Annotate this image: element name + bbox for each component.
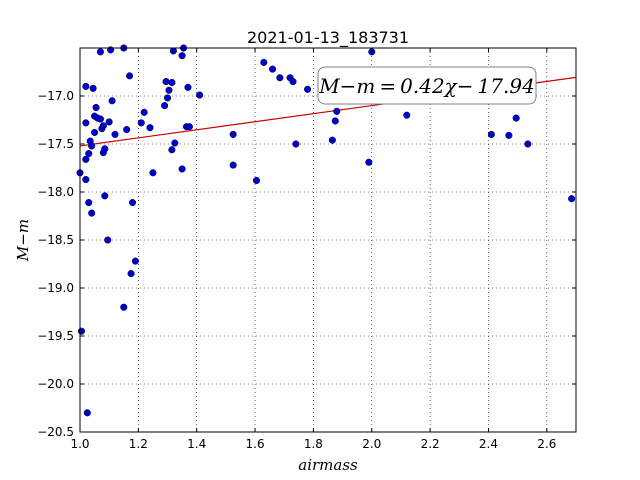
- x-tick-label: 2.4: [479, 437, 498, 451]
- data-point: [178, 52, 186, 60]
- grid: [80, 48, 576, 432]
- data-point: [101, 145, 109, 153]
- y-axis-title: M−m: [14, 219, 32, 262]
- fit-equation-label: M−m = 0.42χ− 17.94: [318, 74, 535, 98]
- data-point: [146, 124, 154, 132]
- data-point: [185, 123, 193, 131]
- data-point: [96, 115, 104, 123]
- data-point: [82, 119, 90, 127]
- x-tick-label: 2.6: [537, 437, 556, 451]
- data-point: [229, 130, 237, 138]
- data-point: [184, 83, 192, 91]
- data-point: [169, 47, 177, 55]
- x-tick-label: 1.4: [187, 437, 206, 451]
- data-point: [163, 94, 172, 102]
- x-axis-title: airmass: [298, 456, 358, 474]
- fit-annotation-box: [317, 66, 537, 105]
- data-point: [123, 126, 131, 134]
- data-point: [365, 158, 373, 166]
- data-point: [104, 236, 112, 244]
- data-point: [260, 58, 268, 66]
- data-point: [92, 103, 100, 112]
- data-point: [269, 65, 277, 73]
- data-point: [108, 97, 116, 105]
- data-point: [96, 48, 104, 56]
- data-point: [331, 117, 339, 125]
- data-point: [82, 175, 90, 184]
- data-point: [512, 114, 520, 122]
- data-point: [99, 122, 107, 130]
- data-point: [77, 327, 86, 335]
- data-point: [140, 108, 148, 116]
- x-tick-label: 2.0: [362, 437, 381, 451]
- data-point: [168, 79, 176, 87]
- data-point: [229, 161, 237, 169]
- data-point: [178, 165, 186, 173]
- data-point: [105, 118, 113, 126]
- fit-annotation: M−m = 0.42χ− 17.94: [317, 66, 537, 105]
- data-point: [276, 74, 284, 82]
- data-point: [403, 111, 411, 119]
- data-point: [162, 78, 170, 86]
- x-tick-label: 1.2: [129, 437, 148, 451]
- y-tick-label: −18.0: [37, 185, 74, 199]
- data-point: [289, 78, 297, 86]
- data-point: [111, 130, 119, 138]
- x-tick-label: 1.0: [70, 437, 89, 451]
- data-point: [82, 155, 90, 163]
- data-point: [88, 142, 96, 150]
- data-point: [161, 102, 169, 110]
- data-point: [171, 139, 179, 147]
- data-point: [524, 140, 532, 148]
- data-point: [149, 169, 157, 177]
- data-point: [101, 192, 109, 200]
- data-point: [328, 136, 336, 144]
- data-point: [82, 82, 90, 90]
- x-tick-label: 1.6: [246, 437, 265, 451]
- data-point: [487, 130, 495, 138]
- y-tick-label: −19.0: [37, 281, 74, 295]
- data-point: [91, 128, 99, 137]
- data-point: [85, 199, 93, 207]
- data-point: [165, 86, 173, 94]
- data-point: [120, 303, 128, 311]
- data-point: [131, 257, 139, 265]
- data-point: [126, 72, 134, 80]
- data-point: [196, 91, 204, 99]
- data-point: [85, 150, 93, 158]
- y-tick-label: −17.0: [37, 89, 74, 103]
- x-tick-label: 2.2: [421, 437, 440, 451]
- data-point: [168, 146, 176, 154]
- data-point: [127, 270, 135, 278]
- data-points: [76, 44, 576, 417]
- y-tick-label: −20.0: [37, 377, 74, 391]
- data-point: [83, 409, 91, 417]
- data-point: [505, 131, 513, 139]
- data-point: [292, 140, 300, 148]
- data-point: [128, 199, 137, 207]
- y-tick-label: −20.5: [37, 425, 74, 439]
- y-tick-label: −17.5: [37, 137, 74, 151]
- axis-ticks: 1.0 1.2 1.4 1.6 1.8 2.0 2.2 2.4 2.6 −17.0 −17.5 −18…: [37, 48, 576, 451]
- data-point: [568, 195, 576, 203]
- data-point: [304, 85, 312, 93]
- data-point: [252, 176, 261, 185]
- data-point: [137, 119, 145, 127]
- y-tick-label: −19.5: [37, 329, 74, 343]
- x-tick-label: 1.8: [304, 437, 323, 451]
- data-point: [333, 107, 341, 115]
- chart-title: 2021-01-13_183731: [247, 28, 409, 48]
- data-point: [88, 209, 96, 217]
- y-tick-label: −18.5: [37, 233, 74, 247]
- data-point: [89, 84, 97, 92]
